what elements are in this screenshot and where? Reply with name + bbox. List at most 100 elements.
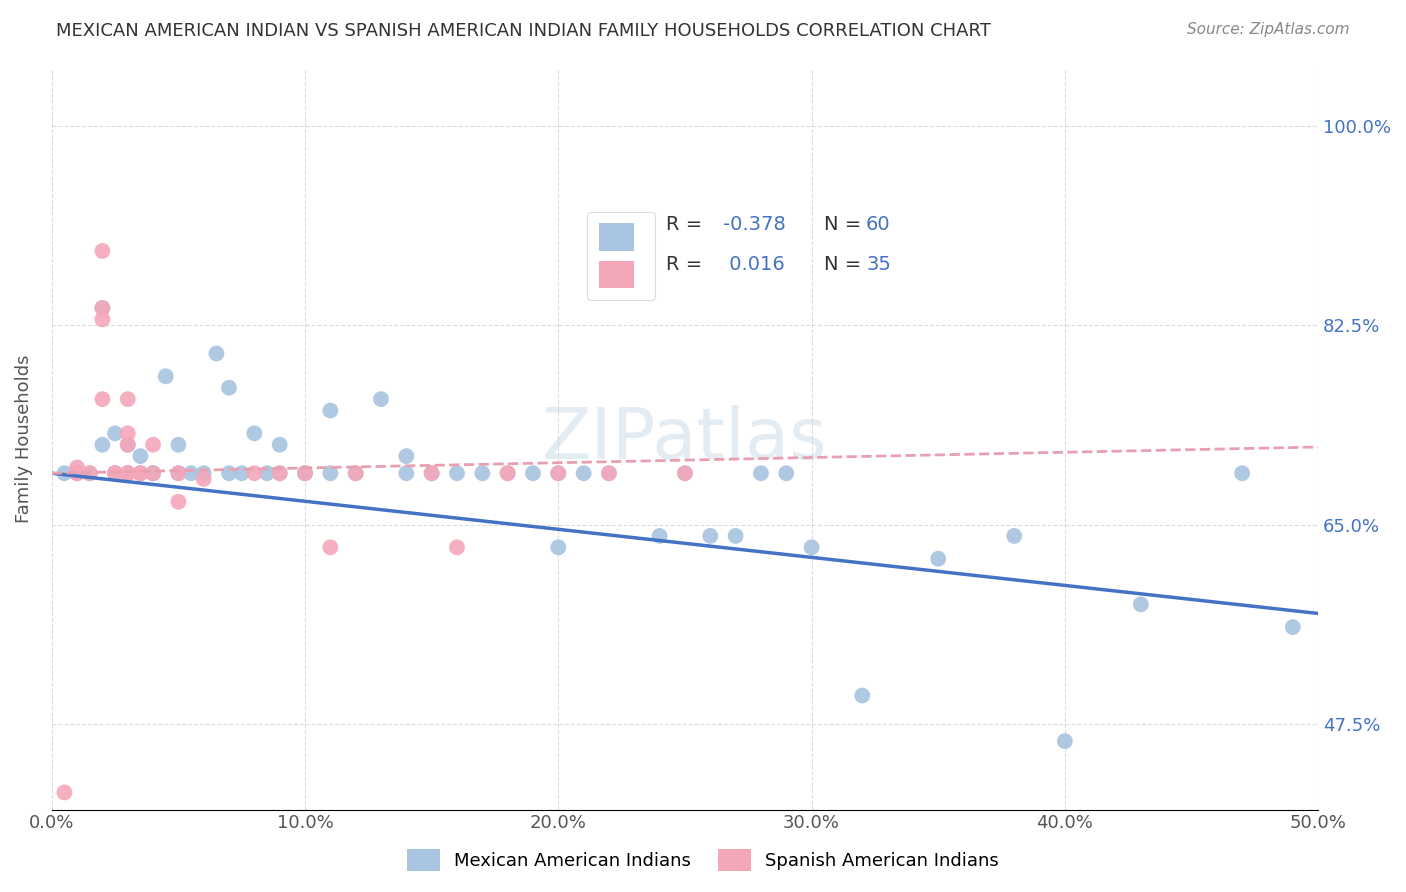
Point: [117, 467, 139, 481]
Point: [269, 438, 291, 452]
Point: [129, 449, 152, 463]
Point: [117, 426, 139, 441]
Point: [167, 438, 190, 452]
Point: [294, 467, 316, 481]
Point: [370, 392, 392, 406]
Legend: Mexican American Indians, Spanish American Indians: Mexican American Indians, Spanish Americ…: [399, 842, 1007, 879]
Text: R =: R =: [666, 215, 709, 234]
Point: [155, 369, 177, 384]
Text: 35: 35: [866, 255, 891, 275]
Point: [446, 541, 468, 555]
Point: [344, 467, 367, 481]
Point: [79, 467, 101, 481]
Point: [91, 312, 114, 326]
Text: R =: R =: [666, 255, 709, 275]
Point: [193, 472, 215, 486]
Point: [1002, 529, 1025, 543]
Point: [1230, 467, 1253, 481]
Legend: , : ,: [588, 211, 655, 300]
Point: [142, 467, 165, 481]
Point: [91, 244, 114, 258]
Point: [446, 467, 468, 481]
Point: [231, 467, 253, 481]
Point: [91, 438, 114, 452]
Point: [142, 467, 165, 481]
Point: [180, 467, 202, 481]
Point: [218, 467, 240, 481]
Point: [66, 460, 89, 475]
Point: [269, 467, 291, 481]
Point: [927, 551, 949, 566]
Point: [53, 785, 76, 799]
Point: [243, 426, 266, 441]
Point: [167, 467, 190, 481]
Point: [193, 467, 215, 481]
Point: [522, 467, 544, 481]
Point: [749, 467, 772, 481]
Text: ZIPatlas: ZIPatlas: [543, 405, 828, 474]
Point: [547, 541, 569, 555]
Text: N =: N =: [824, 215, 868, 234]
Point: [129, 467, 152, 481]
Point: [294, 467, 316, 481]
Point: [66, 467, 89, 481]
Point: [598, 467, 620, 481]
Point: [66, 467, 89, 481]
Point: [117, 467, 139, 481]
Point: [129, 467, 152, 481]
Point: [104, 467, 127, 481]
Point: [129, 467, 152, 481]
Point: [91, 301, 114, 315]
Point: [104, 467, 127, 481]
Point: [104, 467, 127, 481]
Point: [243, 467, 266, 481]
Point: [775, 467, 797, 481]
Point: [496, 467, 519, 481]
Point: [673, 467, 696, 481]
Point: [218, 381, 240, 395]
Point: [724, 529, 747, 543]
Point: [800, 541, 823, 555]
Text: 60: 60: [866, 215, 890, 234]
Point: [269, 467, 291, 481]
Point: [598, 467, 620, 481]
Point: [344, 467, 367, 481]
Y-axis label: Family Households: Family Households: [15, 355, 32, 524]
Point: [395, 449, 418, 463]
Point: [167, 467, 190, 481]
Point: [648, 529, 671, 543]
Point: [851, 689, 873, 703]
Text: 0.016: 0.016: [723, 255, 785, 275]
Point: [294, 467, 316, 481]
Point: [53, 467, 76, 481]
Point: [104, 467, 127, 481]
Point: [1053, 734, 1076, 748]
Point: [319, 541, 342, 555]
Point: [117, 438, 139, 452]
Point: [142, 467, 165, 481]
Point: [1129, 598, 1152, 612]
Point: [205, 346, 228, 360]
Point: [167, 494, 190, 508]
Point: [91, 301, 114, 315]
Text: MEXICAN AMERICAN INDIAN VS SPANISH AMERICAN INDIAN FAMILY HOUSEHOLDS CORRELATION: MEXICAN AMERICAN INDIAN VS SPANISH AMERI…: [56, 22, 991, 40]
Point: [142, 438, 165, 452]
Point: [673, 467, 696, 481]
Point: [420, 467, 443, 481]
Point: [319, 467, 342, 481]
Point: [319, 403, 342, 417]
Point: [117, 438, 139, 452]
Point: [117, 467, 139, 481]
Point: [1281, 620, 1303, 634]
Point: [117, 467, 139, 481]
Point: [496, 467, 519, 481]
Point: [256, 467, 278, 481]
Point: [547, 467, 569, 481]
Point: [395, 467, 418, 481]
Point: [471, 467, 494, 481]
Point: [572, 467, 595, 481]
Point: [117, 467, 139, 481]
Text: N =: N =: [824, 255, 868, 275]
Point: [117, 392, 139, 406]
Point: [104, 426, 127, 441]
